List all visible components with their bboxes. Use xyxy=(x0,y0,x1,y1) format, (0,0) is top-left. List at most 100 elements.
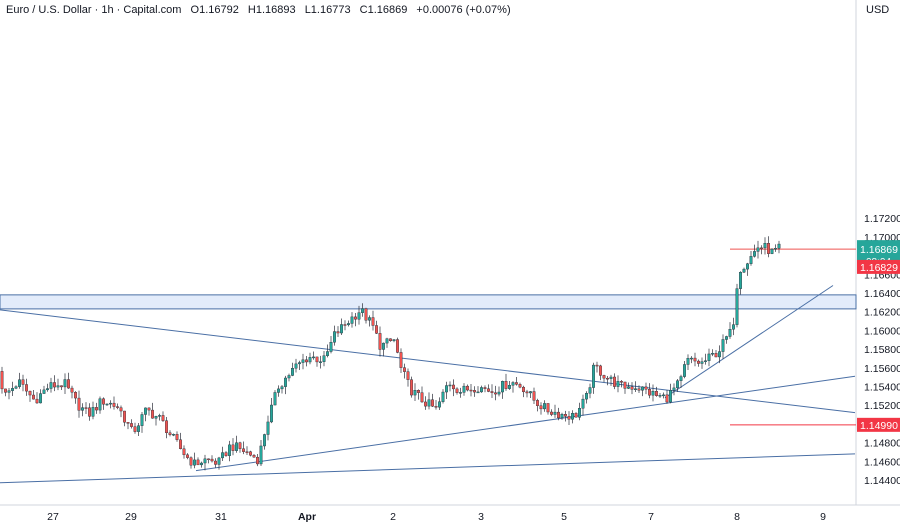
candle-body xyxy=(497,391,501,395)
candle-body xyxy=(571,413,574,420)
y-tick-label: 1.14800 xyxy=(864,438,900,450)
candle-body xyxy=(161,415,165,421)
trendline-4[interactable] xyxy=(664,285,834,399)
candle-body xyxy=(238,442,242,449)
candle-body xyxy=(315,356,319,363)
candle-body xyxy=(725,336,728,340)
candle-body xyxy=(567,416,571,420)
candle-body xyxy=(81,407,84,411)
y-tick-label: 1.15800 xyxy=(864,344,900,356)
candle-body xyxy=(357,312,361,320)
candle-body xyxy=(595,364,599,367)
candle-body xyxy=(130,423,133,427)
candle-body xyxy=(494,392,497,395)
candle-body xyxy=(154,416,158,419)
candle-body xyxy=(627,386,630,389)
trendline-1[interactable] xyxy=(0,309,856,414)
candle-body xyxy=(340,324,343,334)
candle-body xyxy=(749,256,753,264)
trendline-3[interactable] xyxy=(195,375,856,472)
candle-body xyxy=(284,377,287,387)
candle-body xyxy=(707,353,711,361)
candle-body xyxy=(697,360,700,364)
candle-body xyxy=(574,413,578,418)
candle-body xyxy=(361,308,364,313)
high-value: H1.16893 xyxy=(247,4,296,16)
y-tick-label: 1.16000 xyxy=(864,325,900,337)
candle-body xyxy=(231,444,235,451)
candle-body xyxy=(578,408,581,418)
close-value: C1.16869 xyxy=(359,4,408,16)
candle-body xyxy=(553,411,557,415)
current-price-label: 1.16869 xyxy=(860,244,898,256)
candle-body xyxy=(168,432,172,435)
candle-body xyxy=(11,388,14,391)
candle-body xyxy=(312,356,315,359)
candle-body xyxy=(550,411,553,415)
candle-body xyxy=(14,386,18,389)
candle-body xyxy=(399,352,403,368)
candle-body xyxy=(669,390,672,403)
candle-body xyxy=(49,382,53,389)
candle-body xyxy=(137,425,140,432)
candle-body xyxy=(382,342,385,350)
candle-body xyxy=(91,407,95,417)
candle-body xyxy=(777,243,781,249)
candle-body xyxy=(228,444,231,456)
x-tick-label: 31 xyxy=(215,511,227,523)
candle-body xyxy=(18,379,21,387)
candle-body xyxy=(179,439,182,450)
candle-body xyxy=(217,457,221,465)
candle-body xyxy=(322,355,326,362)
candle-body xyxy=(109,402,112,405)
candle-body xyxy=(756,247,760,252)
candle-body xyxy=(46,388,49,391)
candle-body xyxy=(4,388,7,393)
candle-body xyxy=(235,442,238,451)
candle-body xyxy=(7,390,11,393)
candle-body xyxy=(613,376,616,387)
candle-body xyxy=(406,371,410,380)
candle-body xyxy=(298,362,301,365)
candle-body xyxy=(347,323,350,326)
candle-body xyxy=(683,364,686,377)
candle-body xyxy=(354,316,357,320)
candle-body xyxy=(277,388,280,393)
candle-body xyxy=(452,384,455,390)
x-tick-label: Apr xyxy=(298,511,316,523)
candle-body xyxy=(193,459,196,466)
candle-body xyxy=(599,365,602,376)
candle-body xyxy=(410,379,413,396)
candle-body xyxy=(655,391,658,396)
candle-body xyxy=(242,448,245,452)
candle-body xyxy=(294,363,298,369)
candle-body xyxy=(35,398,39,404)
candle-body xyxy=(140,414,144,426)
candle-body xyxy=(718,351,721,358)
candle-body xyxy=(693,357,697,362)
candle-body xyxy=(448,384,452,387)
candle-body xyxy=(21,379,25,385)
resistance-zone[interactable] xyxy=(0,294,857,310)
candle-body xyxy=(487,388,490,392)
candle-body xyxy=(63,379,67,388)
candle-body xyxy=(95,407,98,411)
trendline-2[interactable] xyxy=(0,453,856,484)
bid-price-label: 1.16829 xyxy=(860,262,898,274)
candle-body xyxy=(441,391,445,402)
x-tick-label: 9 xyxy=(820,511,826,523)
candle-body xyxy=(742,268,746,273)
candle-body xyxy=(151,409,154,419)
candle-body xyxy=(602,375,606,379)
candle-body xyxy=(739,271,742,289)
candle-body xyxy=(658,395,662,397)
candle-body xyxy=(557,411,560,419)
candle-body xyxy=(623,381,627,389)
candle-body xyxy=(637,388,641,391)
candle-body xyxy=(525,391,529,394)
change-value: +0.00076 (+0.07%) xyxy=(416,4,511,16)
candle-body xyxy=(333,331,336,343)
candle-body xyxy=(270,404,273,423)
candle-body xyxy=(343,324,347,326)
